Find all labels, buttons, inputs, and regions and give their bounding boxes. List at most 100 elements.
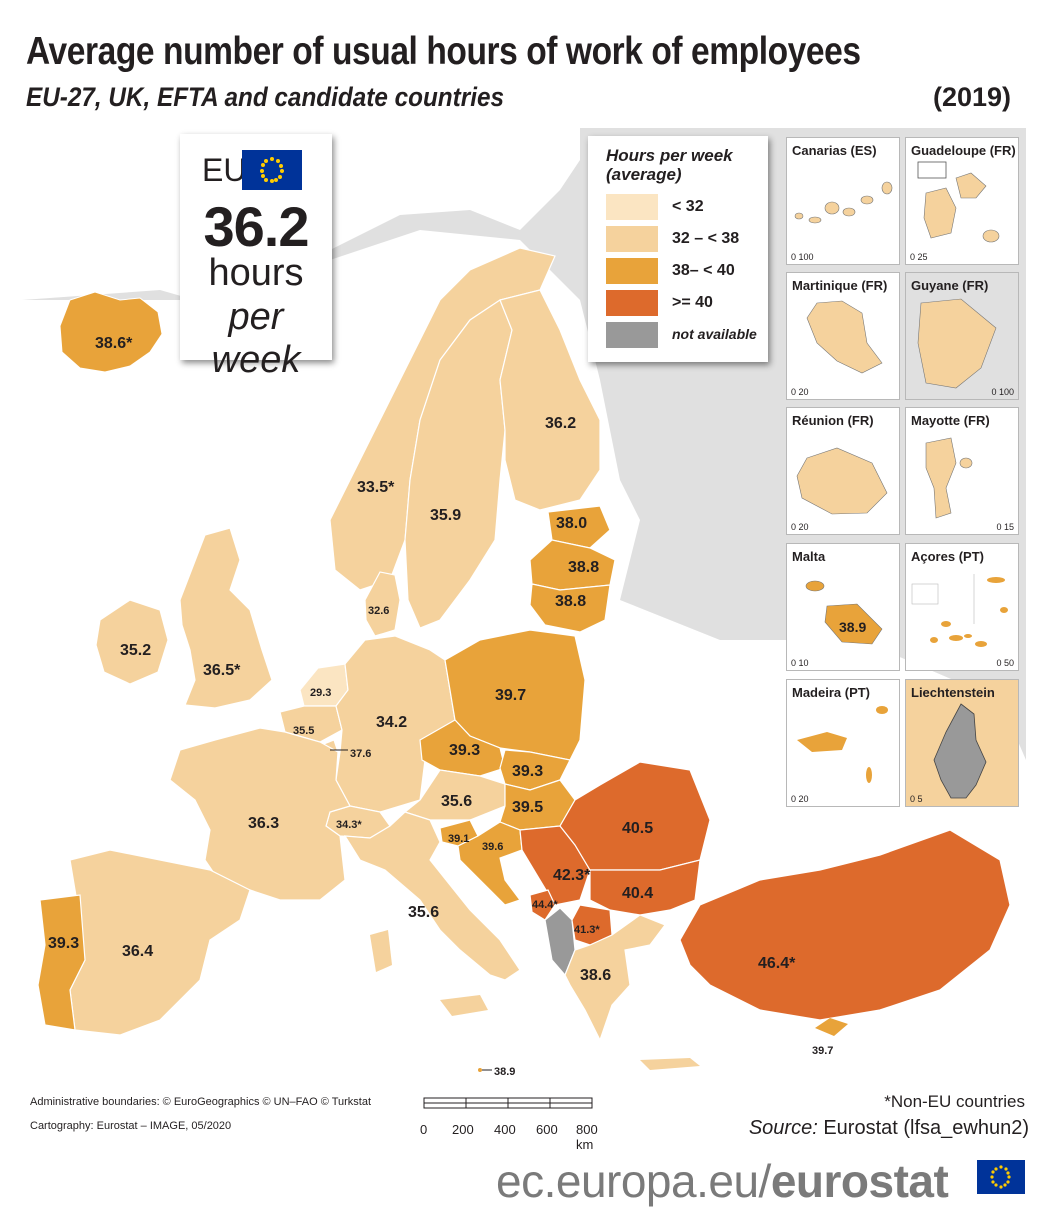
bulgaria-shape	[589, 859, 701, 916]
uk-shape	[179, 527, 273, 709]
malta-dot	[478, 1068, 482, 1072]
label-hungary: 39.5	[512, 799, 543, 816]
legend-item: 32 – < 38	[606, 226, 766, 252]
scale-tick: 600	[536, 1122, 558, 1137]
label-poland: 39.7	[495, 687, 526, 704]
label-latvia: 38.8	[568, 559, 599, 576]
europe-map: 38.6* 33.5* 35.9 36.2 38.0 38.8 38.8 32.…	[22, 128, 1026, 1083]
inset-title: Mayotte (FR)	[911, 413, 990, 428]
label-uk: 36.5*	[203, 662, 241, 679]
label-spain: 36.4	[122, 943, 153, 960]
inset-scale: 0 100	[991, 387, 1014, 397]
eu-average-per: per week	[211, 296, 301, 381]
label-sweden: 35.9	[430, 507, 461, 524]
label-serbia: 42.3*	[553, 867, 591, 884]
label-montenegro: 44.4*	[532, 899, 558, 911]
label-lithuania: 38.8	[555, 593, 586, 610]
eu-flag-icon	[977, 1160, 1025, 1194]
brand-domain: ec.europa.eu/	[496, 1155, 771, 1207]
label-luxembourg: 37.6	[350, 748, 371, 760]
inset-scale: 0 20	[791, 387, 809, 397]
eurostat-link[interactable]: ec.europa.eu/eurostat	[496, 1154, 949, 1208]
inset-madeira: Madeira (PT) 0 20	[786, 679, 900, 807]
turkey-shape	[679, 829, 1011, 1021]
scale-tick: 400	[494, 1122, 516, 1137]
inset-mayotte: Mayotte (FR) 0 15	[905, 407, 1019, 535]
eu-average-box: EU 36.2 hours per week	[180, 134, 332, 381]
scale-tick: 0	[420, 1122, 428, 1137]
label-belgium: 35.5	[293, 725, 314, 737]
non-eu-note: *Non-EU countries	[884, 1092, 1025, 1111]
eu-flag-icon	[242, 150, 302, 190]
page-subtitle: EU-27, UK, EFTA and candidate countries	[26, 82, 504, 112]
legend-item: < 32	[606, 194, 766, 220]
source-note: Source: Eurostat (lfsa_ewhun2)	[749, 1117, 1029, 1140]
map-legend: Hours per week (average) < 32 32 – < 38 3…	[588, 136, 768, 362]
label-north-macedonia: 41.3*	[574, 924, 600, 936]
inset-scale: 0 20	[791, 522, 809, 532]
inset-martinique: Martinique (FR) 0 20	[786, 272, 900, 400]
label-czechia: 39.3	[449, 742, 480, 759]
legend-swatch	[606, 322, 658, 348]
label-croatia: 39.6	[482, 841, 503, 853]
croatia-shape	[457, 821, 523, 906]
label-portugal: 39.3	[48, 935, 79, 952]
legend-swatch	[606, 194, 658, 220]
inset-title: Madeira (PT)	[792, 685, 871, 700]
year-label: (2019)	[932, 82, 1011, 112]
label-germany: 34.2	[376, 714, 407, 731]
romania-shape	[559, 761, 711, 871]
portugal-shape	[37, 894, 86, 1031]
lithuania-shape	[529, 583, 611, 633]
legend-item: >= 40	[606, 290, 766, 316]
inset-scale: 0 100	[791, 252, 814, 262]
crete-shape	[640, 1058, 700, 1070]
inset-scale: 0 15	[996, 522, 1014, 532]
inset-title: Réunion (FR)	[792, 413, 874, 428]
inset-title: Martinique (FR)	[792, 278, 888, 293]
legend-title: Hours per week (average)	[606, 146, 733, 184]
inset-scale: 0 25	[910, 252, 928, 262]
inset-guyane: Guyane (FR) 0 100	[905, 272, 1019, 400]
inset-title: Canarias (ES)	[792, 143, 877, 158]
inset-title: Malta	[792, 549, 826, 564]
legend-label: < 32	[672, 198, 704, 215]
france-shape	[169, 727, 351, 901]
denmark-shape	[364, 571, 401, 637]
page-title: Average number of usual hours of work of…	[26, 30, 861, 73]
label-austria: 35.6	[441, 793, 472, 810]
ireland-shape	[95, 599, 169, 685]
inset-reunion: Réunion (FR) 0 20	[786, 407, 900, 535]
inset-malta-value: 38.9	[839, 619, 866, 635]
legend-item: 38– < 40	[606, 258, 766, 284]
inset-canarias: Canarias (ES) 0 100	[786, 137, 900, 265]
label-slovenia: 39.1	[448, 833, 469, 845]
legend-swatch	[606, 226, 658, 252]
inset-scale: 0 50	[996, 658, 1014, 668]
inset-title: Guyane (FR)	[911, 278, 989, 293]
source-text: Eurostat (lfsa_ewhun2)	[823, 1117, 1029, 1139]
label-switzerland: 34.3*	[336, 819, 362, 831]
label-norway: 33.5*	[357, 479, 395, 496]
label-cyprus: 39.7	[812, 1045, 833, 1057]
legend-label: >= 40	[672, 294, 713, 311]
label-malta: 38.9	[494, 1066, 515, 1078]
source-label: Source:	[748, 1117, 818, 1139]
iceland-shape	[59, 291, 163, 373]
sweden-shape	[404, 299, 513, 629]
label-estonia: 38.0	[556, 515, 587, 532]
label-netherlands: 29.3	[310, 687, 331, 699]
eu-label: EU	[202, 152, 247, 188]
label-ireland: 35.2	[120, 642, 151, 659]
finland-shape	[499, 289, 601, 511]
montenegro-shape	[529, 889, 556, 921]
legend-swatch	[606, 290, 658, 316]
legend-swatch	[606, 258, 658, 284]
inset-title: Guadeloupe (FR)	[911, 143, 1016, 158]
label-finland: 36.2	[545, 415, 576, 432]
greece-shape	[564, 914, 666, 1042]
label-iceland: 38.6*	[95, 335, 133, 352]
inset-title: Açores (PT)	[911, 549, 984, 564]
inset-scale: 0 5	[910, 794, 923, 804]
label-denmark: 32.6	[368, 605, 389, 617]
